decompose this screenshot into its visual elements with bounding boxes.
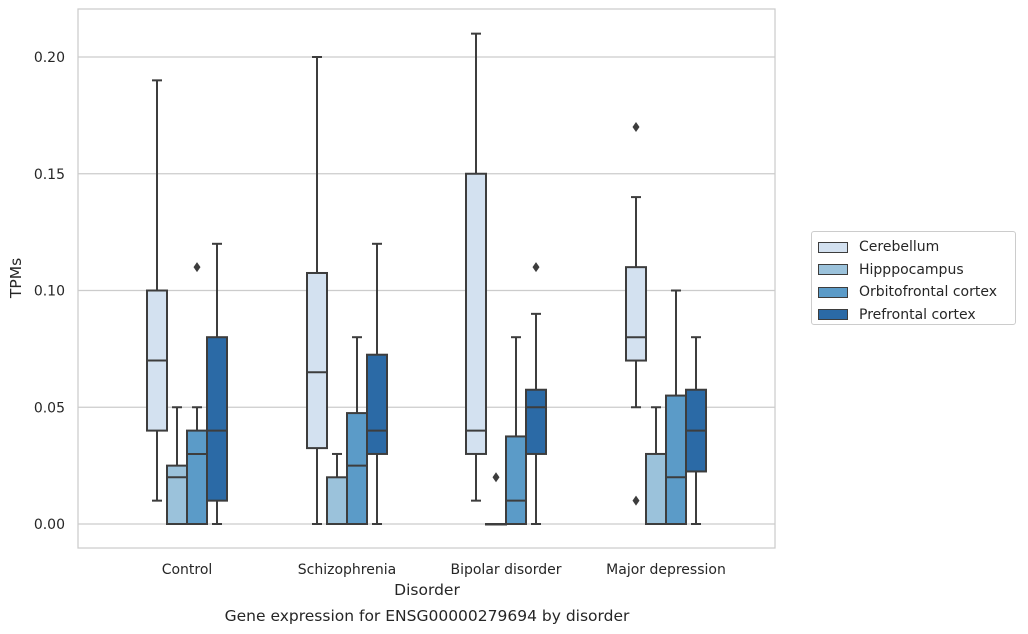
box-body [665, 394, 687, 526]
box-body [166, 464, 188, 525]
x-tick-label: Bipolar disorder [450, 562, 561, 578]
box-body [366, 353, 388, 455]
legend-item: Prefrontal cortex [818, 304, 1015, 327]
plot-frame [77, 8, 776, 549]
legend-swatch [818, 309, 848, 321]
box-prefrontal-cortex-1 [366, 242, 388, 525]
box-hipppocampus-1 [326, 452, 348, 525]
box-cerebellum-0 [146, 79, 168, 502]
legend-swatch [818, 264, 848, 276]
box-orbitofrontal-cortex-0 [186, 262, 208, 526]
legend-label: Cerebellum [859, 239, 940, 256]
outlier-point [632, 122, 640, 133]
box-body [525, 388, 547, 455]
box-body [346, 412, 368, 525]
y-axis-label: TPMs [7, 258, 25, 299]
box-body [186, 429, 208, 526]
box-body [206, 336, 228, 502]
legend-item: Cerebellum [818, 236, 1015, 259]
y-tick-labels: 0.00 0.05 0.10 0.15 0.20 [34, 50, 65, 533]
box-hipppocampus-3 [645, 406, 667, 526]
x-tick-label: Control [162, 562, 213, 578]
box-cerebellum-3 [625, 122, 647, 506]
box-orbitofrontal-cortex-2 [505, 336, 527, 525]
box-marks [146, 32, 707, 526]
box-prefrontal-cortex-0 [206, 242, 228, 525]
y-tick-label: 0.10 [34, 284, 65, 300]
x-axis-label: Disorder [394, 581, 460, 599]
outlier-point [492, 472, 500, 483]
legend-label: Orbitofrontal cortex [859, 284, 997, 301]
box-body [625, 266, 647, 362]
box-body [306, 271, 328, 450]
legend-swatch [818, 241, 848, 253]
box-prefrontal-cortex-2 [525, 262, 547, 525]
legend-item: Hipppocampus [818, 259, 1015, 282]
box-orbitofrontal-cortex-1 [346, 336, 368, 525]
outlier-point [632, 495, 640, 506]
box-body [465, 172, 487, 455]
legend-label: Prefrontal cortex [859, 306, 976, 323]
box-cerebellum-1 [306, 56, 328, 525]
y-tick-label: 0.20 [34, 50, 65, 66]
box-prefrontal-cortex-3 [685, 336, 707, 525]
x-tick-label: Major depression [606, 562, 726, 578]
legend-item: Orbitofrontal cortex [818, 281, 1015, 304]
legend-swatch [818, 286, 848, 298]
chart-footnote: Gene expression for ENSG00000279694 by d… [224, 607, 630, 625]
x-tick-labels: Control Schizophrenia Bipolar disorder Majo… [162, 562, 726, 578]
box-hipppocampus-0 [166, 406, 188, 525]
box-body [326, 476, 348, 525]
box-cerebellum-2 [465, 32, 487, 502]
y-tick-label: 0.00 [34, 517, 65, 533]
y-tick-label: 0.15 [34, 167, 65, 183]
box-orbitofrontal-cortex-3 [665, 289, 687, 526]
box-body [645, 452, 667, 526]
legend: Cerebellum Hipppocampus Orbitofrontal cort… [811, 231, 1016, 325]
outlier-point [532, 262, 540, 273]
y-tick-label: 0.05 [34, 400, 65, 416]
box-body [505, 435, 527, 525]
legend-label: Hipppocampus [859, 261, 964, 278]
box-hipppocampus-2 [485, 472, 507, 526]
outlier-point [193, 262, 201, 273]
x-tick-label: Schizophrenia [298, 562, 396, 578]
